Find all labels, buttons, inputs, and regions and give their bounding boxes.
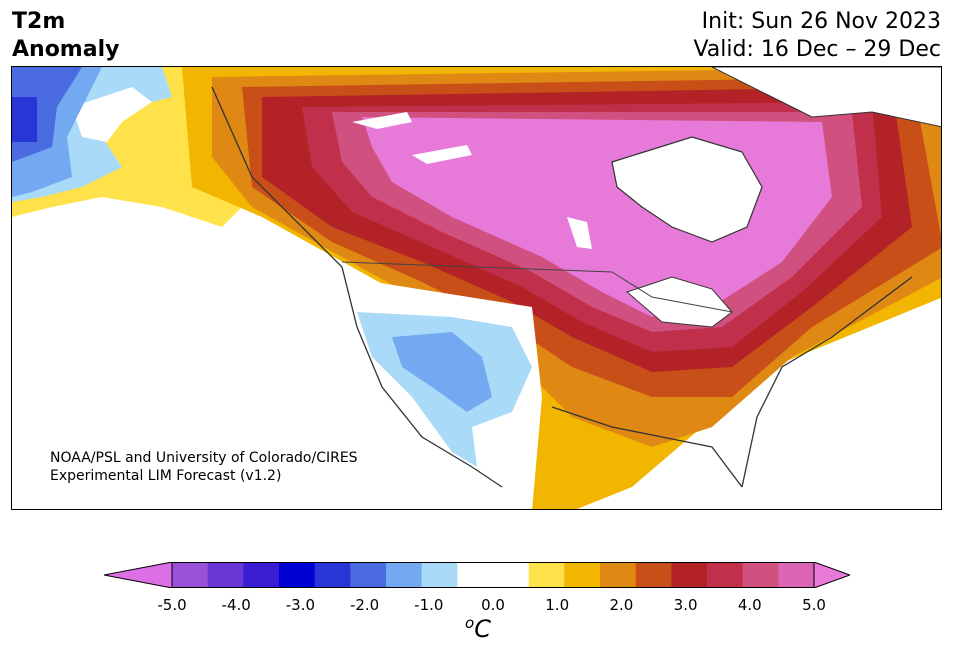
credit-line1: NOAA/PSL and University of Colorado/CIRE… (50, 450, 358, 466)
colorbar-cell (421, 562, 458, 588)
colorbar-tick-label: -2.0 (349, 596, 380, 614)
colorbar-tick-label: -4.0 (221, 596, 251, 614)
forecast-dates: Init: Sun 26 Nov 2023 Valid: 16 Dec – 29… (693, 8, 941, 64)
colorbar-tick-label: 5.0 (802, 596, 826, 614)
colorbar-tick-label: 1.0 (545, 596, 570, 614)
map-title-line1: T2m (12, 9, 66, 34)
us-canada-border (341, 261, 733, 313)
units-letter: C (474, 615, 491, 643)
colorbar-cell (279, 562, 316, 588)
map-title: T2m Anomaly (12, 8, 119, 64)
colorbar-cell (707, 562, 744, 588)
credit-line2: Experimental LIM Forecast (v1.2) (50, 468, 282, 484)
gulf-coast (551, 406, 743, 488)
colorbar-cell (600, 562, 637, 588)
colorbar-cell (457, 562, 494, 588)
map-title-line2: Anomaly (12, 37, 120, 62)
colorbar-cell (564, 562, 601, 588)
colorbar-cell (671, 562, 708, 588)
colorbar-left-extension (104, 562, 173, 588)
colorbar-cell (207, 562, 244, 588)
alaska-white-zone (72, 87, 152, 142)
lake-shape-1 (352, 112, 412, 129)
hudson-bay (611, 136, 763, 243)
colorbar-cell (635, 562, 672, 588)
colorbar-units: oC (465, 614, 491, 643)
colorbar-cell (742, 562, 779, 588)
colorbar-cell (386, 562, 423, 588)
colorbar-cell (350, 562, 387, 588)
pacific-coast (211, 86, 503, 488)
colorbar (104, 562, 850, 588)
colorbar-cell (528, 562, 565, 588)
lake-shape-3 (567, 217, 592, 249)
map-panel: NOAA/PSL and University of Colorado/CIRE… (11, 66, 942, 510)
colorbar-cell (172, 562, 209, 588)
colorbar-cell (493, 562, 530, 588)
init-date: Init: Sun 26 Nov 2023 (701, 9, 941, 34)
atlantic-coast (741, 276, 913, 488)
alaska-deep-zone (12, 97, 37, 142)
arctic-gap (711, 67, 941, 128)
anomaly-map (12, 67, 941, 509)
colorbar-right-extension (813, 562, 850, 588)
colorbar-tick-label: 4.0 (737, 596, 762, 614)
colorbar-tick-label: 2.0 (609, 596, 634, 614)
data-credit: NOAA/PSL and University of Colorado/CIRE… (50, 449, 358, 485)
colorbar-tick-label: -5.0 (157, 596, 187, 614)
lake-shape-2 (412, 145, 472, 164)
colorbar-cell (778, 562, 815, 588)
colorbar-cell (314, 562, 351, 588)
colorbar-tick-label: -3.0 (285, 596, 316, 614)
units-degree: o (465, 614, 475, 632)
colorbar-tick-label: -1.0 (414, 596, 444, 614)
colorbar-outline (171, 562, 815, 588)
valid-date: Valid: 16 Dec – 29 Dec (693, 37, 941, 62)
colorbar-tick-label: 3.0 (673, 596, 698, 614)
colorbar-cell (243, 562, 280, 588)
colorbar-tick-label: 0.0 (481, 596, 505, 614)
southwest-blue (392, 332, 492, 412)
